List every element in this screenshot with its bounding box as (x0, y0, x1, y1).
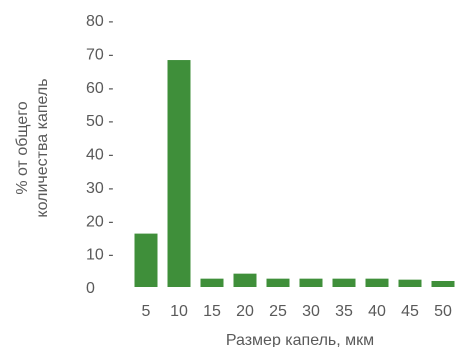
x-tick-label-35: 35 (335, 303, 353, 320)
y-tick-label-70: 70 - (86, 46, 114, 63)
y-tick-label-20: 20 - (86, 213, 114, 230)
y-axis-title-line-2: количества капель (34, 78, 51, 217)
bar-35 (332, 278, 356, 287)
y-tick-label-80: 80 - (86, 13, 114, 30)
bar-45 (398, 279, 422, 287)
x-tick-label-5: 5 (142, 303, 151, 320)
x-axis-title: Размер капель, мкм (226, 332, 374, 347)
x-tick-label-45: 45 (401, 303, 419, 320)
x-tick-label-30: 30 (302, 303, 320, 320)
bar-50 (431, 280, 455, 287)
y-tick-label-60: 60 - (86, 80, 114, 97)
x-tick-labels: 5 10 15 20 25 30 35 40 45 50 (142, 303, 452, 320)
x-tick-label-50: 50 (434, 303, 452, 320)
bar-15 (200, 278, 224, 287)
bar-10 (167, 60, 191, 287)
y-tick-label-50: 50 - (86, 113, 114, 130)
bar-25 (266, 278, 290, 287)
x-tick-label-15: 15 (203, 303, 221, 320)
y-tick-labels: 0 10 - 20 - 30 - 40 - 50 - 60 - 70 - 80 - (86, 13, 114, 297)
bars-group (134, 60, 455, 287)
x-tick-label-40: 40 (368, 303, 386, 320)
bar-20 (233, 273, 257, 287)
y-tick-label-0: 0 (86, 280, 95, 297)
bar-5 (134, 233, 158, 287)
x-tick-label-25: 25 (269, 303, 287, 320)
y-axis-title-line-1: % от общего (14, 101, 31, 194)
x-tick-label-10: 10 (170, 303, 188, 320)
y-tick-label-10: 10 - (86, 247, 114, 264)
bar-40 (365, 278, 389, 287)
x-tick-label-20: 20 (236, 303, 254, 320)
y-tick-label-30: 30 - (86, 180, 114, 197)
bar-30 (299, 278, 323, 287)
y-tick-label-40: 40 - (86, 147, 114, 164)
